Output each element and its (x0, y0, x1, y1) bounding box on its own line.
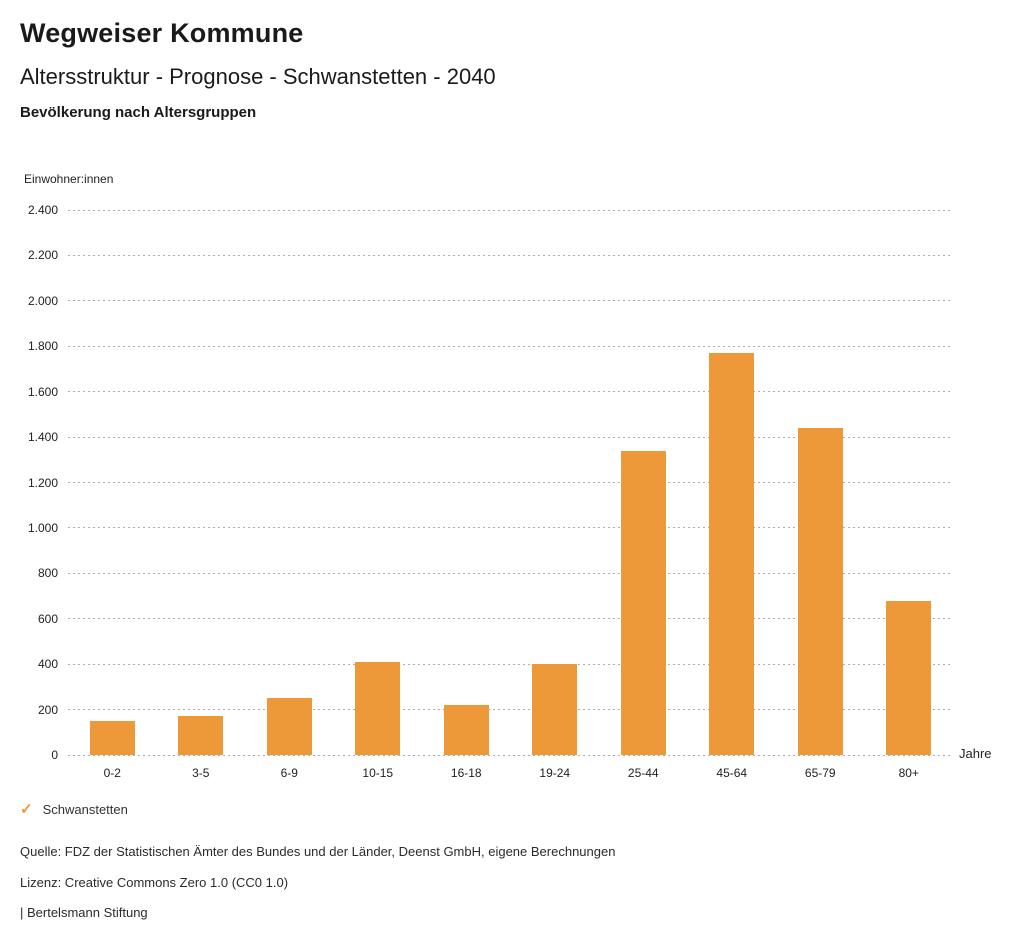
x-tick-label: 16-18 (450, 766, 482, 780)
y-axis-labels: 0 200 400 600 800 1.000 1.200 1.400 1.600 1.800 2.… (0, 203, 58, 762)
x-axis-labels: 0-2 3-5 6-9 10-15 16-18 19-24 25-44 45-64 65-79 8… (68, 766, 953, 784)
bar-45-64[interactable] (709, 353, 755, 755)
source-text: Quelle: FDZ der Statistischen Ämter des … (20, 844, 616, 859)
y-axis-unit-label: Einwohner:innen (24, 172, 114, 186)
chart-heading: Bevölkerung nach Altersgruppen (20, 104, 257, 121)
attribution-text: | Bertelsmann Stiftung (20, 905, 148, 920)
bar-19-24[interactable] (532, 664, 578, 755)
y-tick-label: 2.400 (27, 203, 58, 217)
legend-label: Schwanstetten (42, 802, 128, 817)
x-tick-label: 25-44 (627, 766, 659, 780)
bar-10-15[interactable] (355, 661, 401, 755)
gridline (68, 482, 953, 483)
bar-0-2[interactable] (89, 720, 135, 755)
y-tick-label: 1.600 (27, 384, 58, 399)
y-tick-label: 1.000 (27, 520, 58, 535)
gridline (68, 709, 953, 711)
y-tick-label: 400 (37, 657, 58, 672)
bar-6-9[interactable] (266, 698, 312, 755)
y-tick-label: 600 (37, 611, 58, 626)
gridline (68, 572, 953, 574)
x-tick-label: 3-5 (192, 766, 210, 780)
x-tick-label: 65-79 (804, 766, 836, 780)
bar-25-44[interactable] (620, 450, 666, 755)
gridline (68, 527, 953, 529)
gridline (68, 663, 953, 665)
gridline (68, 754, 953, 756)
bar-65-79[interactable] (797, 428, 843, 755)
y-tick-label: 1.800 (27, 339, 58, 354)
bar-80+[interactable] (886, 600, 932, 755)
gridline (68, 436, 953, 438)
chart-subtitle: Altersstruktur - Prognose - Schwanstette… (20, 64, 496, 89)
x-tick-label: 0-2 (103, 766, 121, 780)
gridline (68, 618, 953, 620)
gridline (68, 345, 953, 347)
y-tick-label: 200 (37, 702, 58, 717)
y-tick-label: 1.200 (27, 475, 58, 490)
bar-3-5[interactable] (178, 716, 224, 755)
check-icon: ✓ (20, 801, 33, 818)
y-tick-label: 1.400 (27, 430, 58, 445)
x-tick-label: 10-15 (362, 766, 394, 780)
x-tick-label: 45-64 (716, 766, 748, 780)
gridline (68, 391, 953, 393)
gridline (68, 254, 953, 256)
x-tick-label: 19-24 (539, 766, 571, 780)
license-text: Lizenz: Creative Commons Zero 1.0 (CC0 1… (20, 875, 289, 890)
y-tick-label: 800 (37, 566, 58, 581)
y-tick-label: 0 (51, 748, 58, 762)
y-tick-label: 2.200 (27, 248, 58, 263)
gridline (68, 300, 953, 302)
x-tick-label: 6-9 (280, 766, 298, 780)
gridline (68, 209, 953, 211)
x-axis-unit-label: Jahre (959, 746, 992, 761)
x-tick-label: 80+ (898, 766, 919, 780)
y-tick-label: 2.000 (27, 293, 58, 308)
legend-item-schwanstetten[interactable]: ✓ Schwanstetten (20, 802, 128, 817)
plot-area (68, 209, 953, 756)
page-title: Wegweiser Kommune (20, 18, 304, 48)
bar-16-18[interactable] (443, 705, 489, 755)
